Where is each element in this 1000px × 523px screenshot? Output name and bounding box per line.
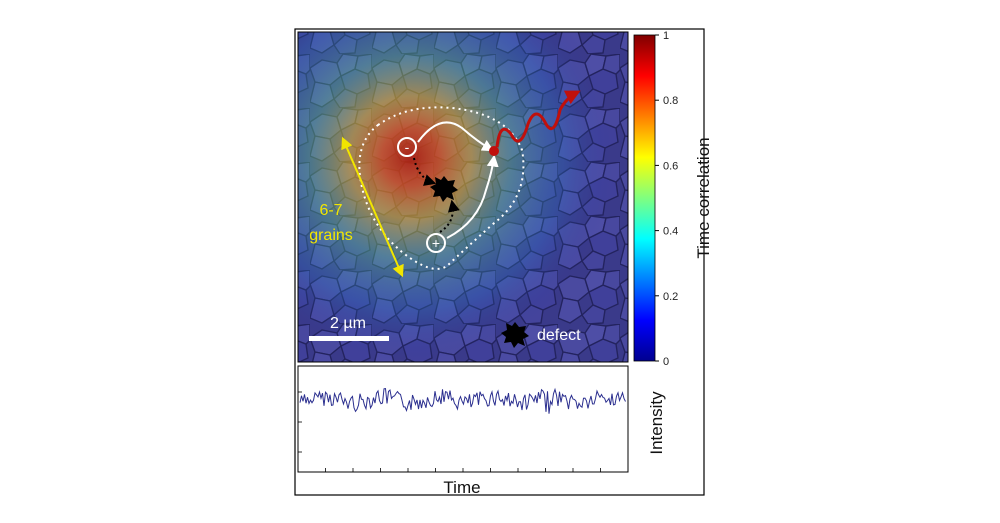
trace-xlabel: Time xyxy=(443,478,480,497)
colorbar-ticks: 0 0.2 0.4 0.6 0.8 1 xyxy=(655,30,678,368)
colorbar-tick-label: 1 xyxy=(663,30,669,42)
trace-frame xyxy=(297,365,629,473)
grain-span-label-line1: 6-7 xyxy=(319,202,342,219)
intensity-trace xyxy=(299,387,626,414)
colorbar-tick-label: 0 xyxy=(663,356,669,368)
hole-trap-path xyxy=(439,199,460,233)
electron-path xyxy=(417,121,495,152)
colorbar-tick-label: 0.4 xyxy=(663,226,678,238)
legend-defect-label: defect xyxy=(537,327,581,344)
grain-span-label-line2: grains xyxy=(309,227,353,244)
hole-path xyxy=(446,154,499,239)
recombination-spot xyxy=(489,146,499,156)
legend-defect-icon xyxy=(501,322,529,348)
map-border xyxy=(297,31,629,363)
defect-icon xyxy=(430,176,458,202)
colorbar-tick-label: 0.2 xyxy=(663,291,678,303)
hole-sign: + xyxy=(432,235,440,251)
colorbar-gradient xyxy=(633,34,656,362)
intensity-trace-panel: Time Intensity xyxy=(297,365,666,497)
colorbar-tick-label: 0.6 xyxy=(663,160,678,172)
electron-trap-path xyxy=(413,157,437,186)
correlation-map: 6-7 grains - + 2 µm defect xyxy=(297,31,629,363)
trace-ticks xyxy=(297,391,629,472)
emission-wave-icon xyxy=(495,90,581,148)
grain-span-arrow xyxy=(341,136,404,278)
trace-ylabel: Intensity xyxy=(647,391,666,455)
colorbar-label: Time correlation xyxy=(694,137,713,258)
scale-bar xyxy=(309,336,389,341)
correlation-overlay xyxy=(298,32,628,362)
colorbar: 0 0.2 0.4 0.6 0.8 1 Time correlation xyxy=(633,30,713,368)
scale-bar-label: 2 µm xyxy=(330,315,366,332)
electron-marker: - xyxy=(397,137,417,157)
electron-sign: - xyxy=(405,139,410,155)
hole-marker: + xyxy=(426,233,446,253)
colorbar-tick-label: 0.8 xyxy=(663,95,678,107)
